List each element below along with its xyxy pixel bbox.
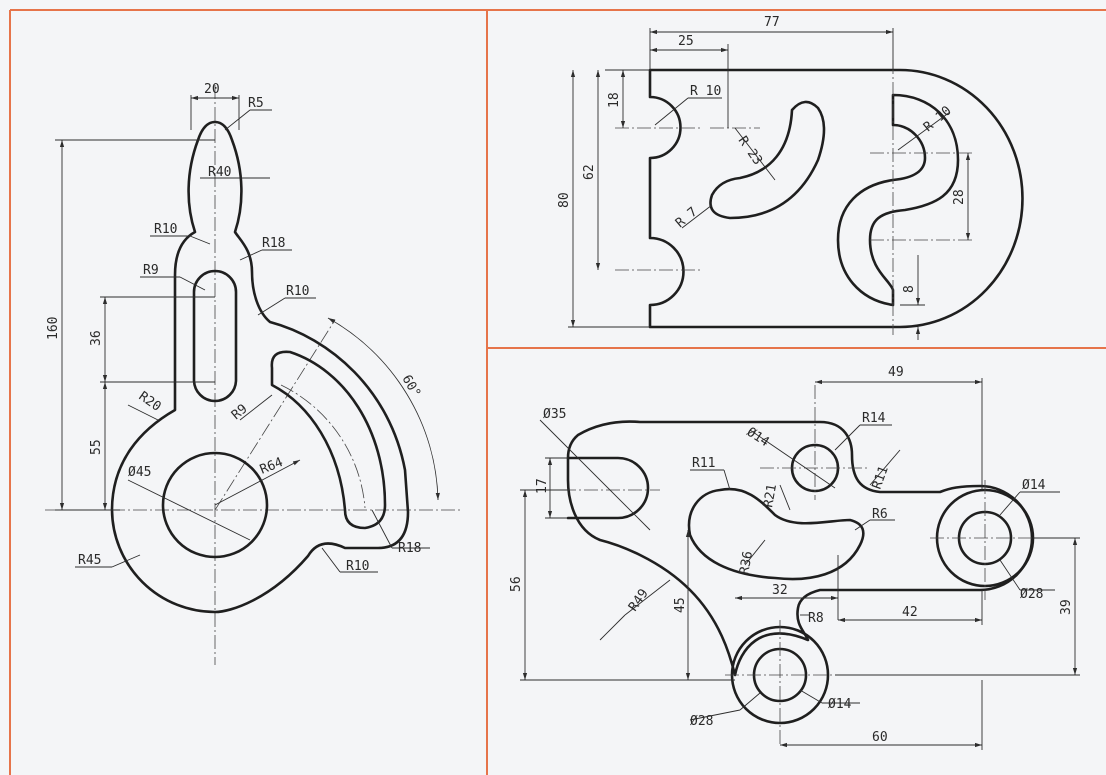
br-dim-slot-len: 32 [772,583,788,598]
br-dim-r-step: R8 [808,611,824,626]
br-dim-total-h: 56 [509,576,524,592]
br-part-outline [566,420,1034,677]
br-dim-right-h: 39 [1059,599,1074,615]
left-dim-r-base: R45 [78,553,101,568]
left-dim-r-notch: R10 [346,559,369,574]
tr-curved-slot [709,100,826,220]
tr-dim-offset: 25 [678,34,694,49]
br-dim-right-off: 42 [902,605,918,620]
tr-dim-width: 77 [764,15,780,30]
left-dim-r-outer-end: R18 [398,541,421,556]
tr-part-outline [648,68,1024,329]
br-fork-slot [566,456,650,520]
left-dim-width-top: 20 [204,82,220,97]
hub-circle [161,451,269,559]
br-dim-r-slot: R21 [761,483,780,509]
br-dim-r-arc: R36 [737,550,756,576]
br-dim-d-right-out: Ø28 [1020,587,1043,602]
left-dim-r-neck: R40 [208,165,231,180]
left-dim-slot-length: 36 [89,330,104,346]
br-dim-mid-h: 45 [673,597,688,613]
br-dim-r-small: R6 [872,507,888,522]
bottom-right-drawing: 49 Ø35 R14 Ø14 R11 R11 R21 R6 Ø14 17 R36… [509,365,1080,750]
br-dim-base-len: 60 [872,730,888,745]
left-dim-r-shoulder: R18 [262,236,285,251]
left-dim-r-step: R10 [286,284,309,299]
left-dim-hub-height: 55 [89,439,104,455]
br-dim-fork-w: 17 [535,478,550,494]
tr-dim-top-off: 18 [607,92,622,108]
br-dim-d-right: Ø14 [1022,478,1046,493]
br-dim-d-boss-in: Ø14 [828,697,852,712]
br-dim-r-hub: R14 [862,411,886,426]
br-dim-r-neck: R11 [692,456,715,471]
tr-dim-bottom-off: 8 [902,285,917,293]
tr-dim-r-side: R 10 [690,84,721,99]
panel-frames [9,9,1106,775]
tr-dim-total-h: 80 [557,192,572,208]
left-drawing: 20 R5 R40 R10 R18 R9 R10 160 36 55 R20 Ø… [45,82,460,665]
left-dim-r-waist: R10 [154,222,177,237]
br-dim-d-boss-out: Ø28 [690,714,713,729]
left-dim-r-tip: R5 [248,96,264,111]
br-dim-h-span: 49 [888,365,904,380]
tr-dim-s-height: 28 [952,189,967,205]
vertical-slot [192,269,238,403]
br-dim-d-fork: Ø35 [543,407,566,422]
tr-dim-inner-h: 62 [582,164,597,180]
left-dim-total-height: 160 [46,317,61,340]
angle-centerline [214,319,336,511]
left-dim-r-slot: R9 [143,263,159,278]
left-dim-hub-dia: Ø45 [128,465,151,480]
